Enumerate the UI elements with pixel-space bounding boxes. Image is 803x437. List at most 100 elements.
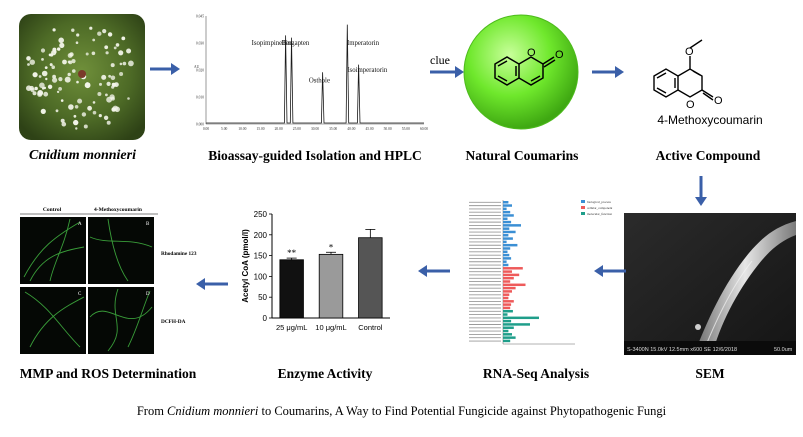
mmp-panel-letter: B xyxy=(146,222,150,227)
natural-coumarins-label: Natural Coumarins xyxy=(465,148,579,163)
hplc-trace xyxy=(206,24,424,124)
rnaseq-bar xyxy=(503,293,510,296)
rnaseq-bar xyxy=(503,257,512,260)
rnaseq-bar xyxy=(503,230,516,234)
mmp-hyphae xyxy=(24,291,85,348)
arrow-left-icon xyxy=(196,278,228,290)
compound-name: 4-Methoxycoumarin xyxy=(657,113,763,127)
hplc-peak-label: Osthole xyxy=(309,78,330,85)
mmp-col-header: Control xyxy=(43,207,62,213)
coumarin-ball: O O xyxy=(461,12,581,132)
rnaseq-bar xyxy=(503,253,510,257)
hplc-ytick: 0.020 xyxy=(196,69,204,73)
hplc-peak-label: Isopimpinellin xyxy=(252,40,292,47)
clue-label: clue xyxy=(430,53,450,67)
mmp-hyphae xyxy=(89,288,153,352)
coumarin-structure xyxy=(494,56,556,86)
enzyme-category-label: Control xyxy=(358,323,383,332)
enzyme-ytick-label: 150 xyxy=(254,252,268,261)
rnaseq-legend-label: cellular_component xyxy=(587,206,612,210)
enzyme-ylabel: Acetyl CoA (pmol/l) xyxy=(241,229,250,303)
enzyme-category-label: 10 μg/mL xyxy=(315,323,346,332)
rnaseq-bar xyxy=(503,336,516,339)
rnaseq-bar xyxy=(503,296,509,300)
rnaseq-bar xyxy=(503,319,512,323)
hplc-xtick: 5.00 xyxy=(221,127,227,131)
mmp-hyphae xyxy=(23,218,85,282)
hplc-xtick: 40.00 xyxy=(347,127,355,131)
hplc-peak-label: Imperatorin xyxy=(347,40,380,47)
rnaseq-bar xyxy=(503,276,514,280)
mmp-panel-letter: D xyxy=(146,292,150,297)
rnaseq-bar xyxy=(503,273,520,277)
hplc-xtick: 25.00 xyxy=(293,127,301,131)
enzyme-chart: 0 50 100 150 200 250 Acetyl CoA (pmol/l) ** 25 μ… xyxy=(238,206,398,358)
hplc-ytick: 0.030 xyxy=(196,42,204,46)
rnaseq-legend-label: molecular_function xyxy=(587,212,612,216)
hplc-ytick: 0.010 xyxy=(196,96,204,100)
hplc-chromatogram: 0.045 0.030 0.020 0.010 0.000 0.00 5.00 10.00 15… xyxy=(188,8,430,136)
rnaseq-bar xyxy=(503,286,516,290)
mmp-panel: B xyxy=(88,217,154,284)
footer-caption: From Cnidium monnieri to Coumarins, A Wa… xyxy=(0,404,803,419)
mmp-col-header: 4-Methoxycoumarin xyxy=(94,207,142,213)
active-compound-label: Active Compound xyxy=(655,148,761,163)
rnaseq-bar xyxy=(503,267,523,270)
arrow-right-icon xyxy=(150,63,180,75)
footer-prefix: From xyxy=(136,404,168,418)
mmp-panel-bg xyxy=(20,287,86,354)
rnaseq-bar xyxy=(503,247,511,250)
enzyme-significance: * xyxy=(329,242,334,252)
arrow-right-icon xyxy=(592,66,624,78)
plant-flower-center xyxy=(78,70,86,78)
enzyme-category-label: 25 μg/mL xyxy=(276,323,307,332)
rnaseq-bar xyxy=(503,306,511,310)
svg-text:O: O xyxy=(685,46,694,58)
hplc-xtick: 30.00 xyxy=(311,127,319,131)
rnaseq-bar xyxy=(503,227,510,230)
rnaseq-bar xyxy=(503,333,512,336)
rnaseq-bar xyxy=(503,243,518,247)
mmp-panel-bg xyxy=(88,287,154,354)
rnaseq-bar xyxy=(503,316,539,320)
plant-photo xyxy=(19,14,145,140)
svg-text:O: O xyxy=(555,49,564,61)
rnaseq-bar xyxy=(503,290,512,293)
enzyme-ytick-label: 50 xyxy=(258,293,267,302)
enzyme-ytick-label: 250 xyxy=(254,210,268,219)
hplc-xtick: 60.00 xyxy=(420,127,428,131)
rnaseq-bar xyxy=(503,224,521,227)
rnaseq-bar xyxy=(503,270,512,273)
hplc-xtick: 55.00 xyxy=(402,127,410,131)
mmp-label: MMP and ROS Determination xyxy=(19,366,197,381)
enzyme-ytick-label: 100 xyxy=(254,272,268,281)
mmp-panel: D xyxy=(88,287,154,354)
svg-text:O: O xyxy=(686,99,695,111)
hplc-ytick: 0.000 xyxy=(196,123,204,127)
enzyme-bar xyxy=(318,253,344,319)
rnaseq-bar xyxy=(503,313,508,316)
rnaseq-bar xyxy=(503,303,512,306)
rnaseq-bar xyxy=(503,237,513,240)
mmp-panel-letter: C xyxy=(78,292,82,297)
mmp-row-label: Rhodamine 123 xyxy=(161,251,197,257)
mmp-panel-letter: A xyxy=(78,222,82,227)
footer-species: Cnidium monnieri xyxy=(167,404,259,418)
hplc-xtick: 10.00 xyxy=(238,127,246,131)
hplc-peak-label: Isoimperatorin xyxy=(347,67,388,74)
plant-label: Cnidium monnieri xyxy=(29,148,136,163)
hplc-yunit: AU xyxy=(194,65,200,69)
rnaseq-bar xyxy=(503,326,514,329)
hplc-xtick: 0.00 xyxy=(203,127,209,131)
rnaseq-bar xyxy=(503,234,509,237)
svg-text:O: O xyxy=(527,47,536,59)
mmp-panel-bg xyxy=(88,217,154,284)
rnaseq-legend-swatch xyxy=(581,200,585,203)
sem-label: SEM xyxy=(695,366,725,381)
hplc-peak-label: Bergapten xyxy=(281,40,309,47)
rnaseq-bar xyxy=(503,204,512,207)
enzyme-ytick-label: 0 xyxy=(263,314,268,323)
rnaseq-bar xyxy=(503,201,509,204)
rnaseq-label: RNA-Seq Analysis xyxy=(482,366,590,381)
